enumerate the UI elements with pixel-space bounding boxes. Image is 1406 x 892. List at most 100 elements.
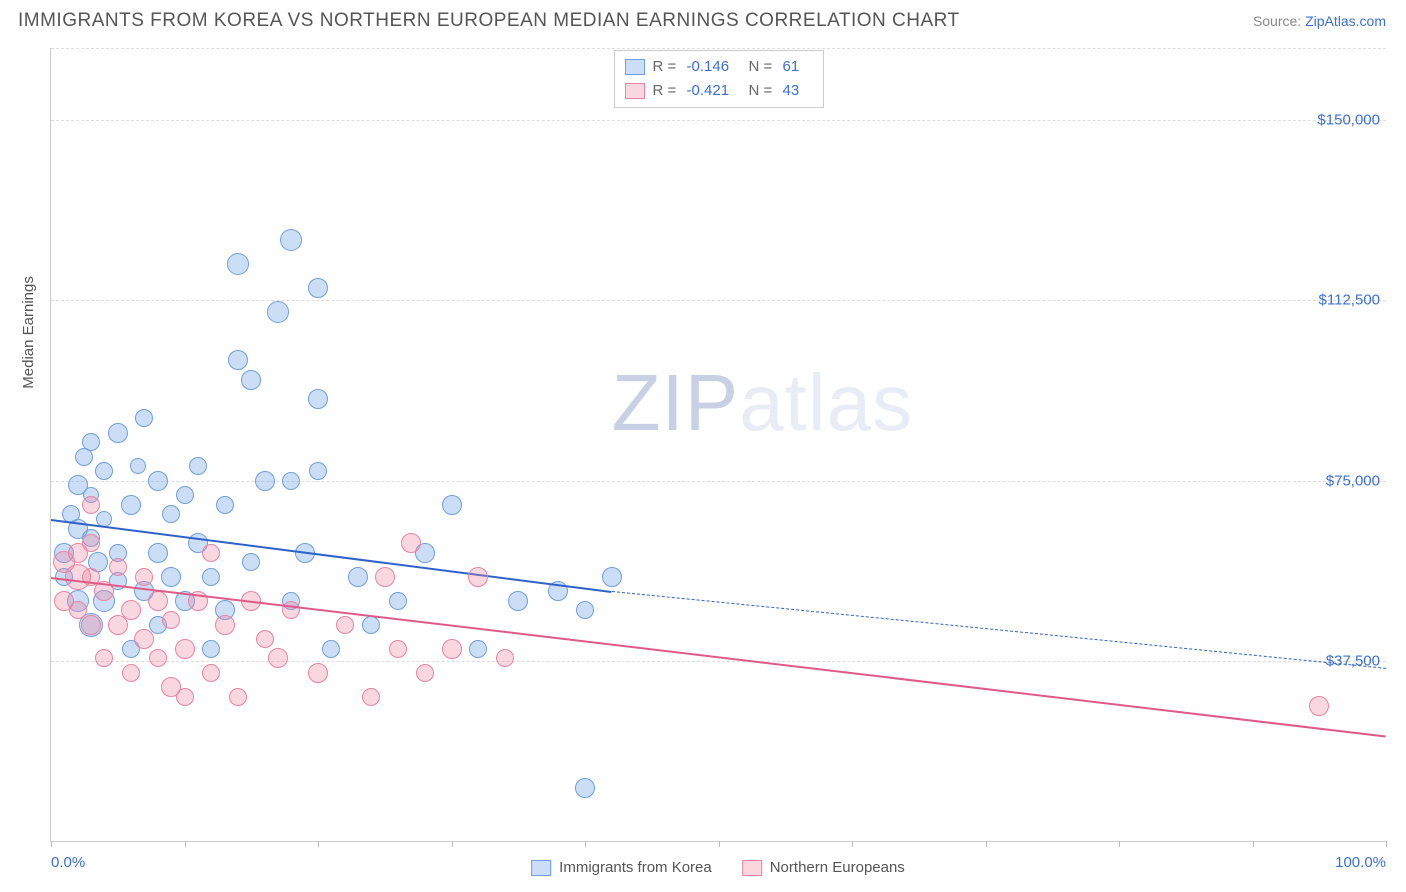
data-point	[202, 544, 220, 562]
x-tick	[51, 841, 52, 847]
legend-swatch	[625, 83, 645, 99]
data-point	[308, 389, 328, 409]
data-point	[176, 486, 194, 504]
data-point	[267, 301, 289, 323]
legend-n-value: 61	[783, 55, 813, 79]
chart-area: Median Earnings ZIPatlas R =-0.146N =61R…	[50, 48, 1386, 842]
x-tick-label: 100.0%	[1335, 854, 1386, 871]
data-point	[81, 615, 101, 635]
data-point	[229, 688, 247, 706]
data-point	[135, 409, 153, 427]
gridline	[51, 48, 1386, 49]
legend-r-value: -0.421	[687, 79, 741, 103]
data-point	[161, 567, 181, 587]
data-point	[280, 229, 302, 251]
source-label: Source: ZipAtlas.com	[1253, 13, 1386, 29]
legend-swatch	[625, 59, 645, 75]
data-point	[134, 629, 154, 649]
data-point	[389, 640, 407, 658]
data-point	[508, 591, 528, 611]
legend-item: Northern Europeans	[742, 859, 905, 876]
legend-n-value: 43	[783, 79, 813, 103]
watermark: ZIPatlas	[612, 357, 913, 449]
data-point	[268, 648, 288, 668]
data-point	[202, 568, 220, 586]
y-tick-label: $112,500	[1319, 292, 1380, 309]
data-point	[336, 616, 354, 634]
data-point	[442, 639, 462, 659]
x-tick	[719, 841, 720, 847]
plot-region: ZIPatlas R =-0.146N =61R =-0.421N =43 $3…	[50, 48, 1386, 842]
source-prefix: Source:	[1253, 13, 1305, 29]
legend-series-name: Immigrants from Korea	[559, 859, 712, 876]
data-point	[468, 567, 488, 587]
data-point	[442, 495, 462, 515]
data-point	[82, 433, 100, 451]
data-point	[176, 688, 194, 706]
data-point	[202, 664, 220, 682]
legend-item: Immigrants from Korea	[531, 859, 712, 876]
data-point	[95, 462, 113, 480]
data-point	[82, 534, 100, 552]
data-point	[121, 600, 141, 620]
legend-r-label: R =	[653, 79, 679, 103]
legend-n-label: N =	[749, 55, 775, 79]
data-point	[322, 640, 340, 658]
data-point	[148, 543, 168, 563]
data-point	[109, 558, 127, 576]
data-point	[216, 496, 234, 514]
data-point	[308, 663, 328, 683]
legend-row: R = -0.421 N = 43	[615, 79, 823, 103]
data-point	[1309, 696, 1329, 716]
series-legend: Immigrants from Korea Northern Europeans	[531, 859, 905, 876]
legend-swatch	[531, 860, 551, 876]
data-point	[175, 639, 195, 659]
data-point	[149, 649, 167, 667]
data-point	[469, 640, 487, 658]
x-tick	[986, 841, 987, 847]
gridline	[51, 661, 1386, 662]
data-point	[308, 278, 328, 298]
data-point	[162, 611, 180, 629]
legend-n-label: N =	[749, 79, 775, 103]
x-tick	[1253, 841, 1254, 847]
legend-row: R =-0.146N =61	[615, 55, 823, 79]
legend-r-label: R =	[653, 55, 679, 79]
x-tick	[452, 841, 453, 847]
data-point	[375, 567, 395, 587]
data-point	[602, 567, 622, 587]
gridline	[51, 481, 1386, 482]
data-point	[256, 630, 274, 648]
y-axis-label: Median Earnings	[20, 276, 37, 389]
source-link[interactable]: ZipAtlas.com	[1305, 13, 1386, 29]
data-point	[189, 457, 207, 475]
correlation-legend: R =-0.146N =61R =-0.421N =43	[614, 50, 824, 108]
gridline	[51, 120, 1386, 121]
data-point	[122, 664, 140, 682]
data-point	[148, 471, 168, 491]
data-point	[82, 496, 100, 514]
data-point	[130, 458, 146, 474]
data-point	[282, 472, 300, 490]
data-point	[162, 505, 180, 523]
data-point	[416, 664, 434, 682]
data-point	[202, 640, 220, 658]
trend-line	[51, 519, 612, 593]
legend-swatch	[742, 860, 762, 876]
data-point	[121, 495, 141, 515]
x-tick	[1386, 841, 1387, 847]
data-point	[348, 567, 368, 587]
data-point	[228, 350, 248, 370]
x-tick	[852, 841, 853, 847]
data-point	[389, 592, 407, 610]
data-point	[255, 471, 275, 491]
data-point	[362, 616, 380, 634]
x-tick	[1119, 841, 1120, 847]
data-point	[362, 688, 380, 706]
gridline	[51, 300, 1386, 301]
data-point	[227, 253, 249, 275]
data-point	[309, 462, 327, 480]
data-point	[215, 615, 235, 635]
data-point	[148, 591, 168, 611]
legend-series-name: Northern Europeans	[770, 859, 905, 876]
